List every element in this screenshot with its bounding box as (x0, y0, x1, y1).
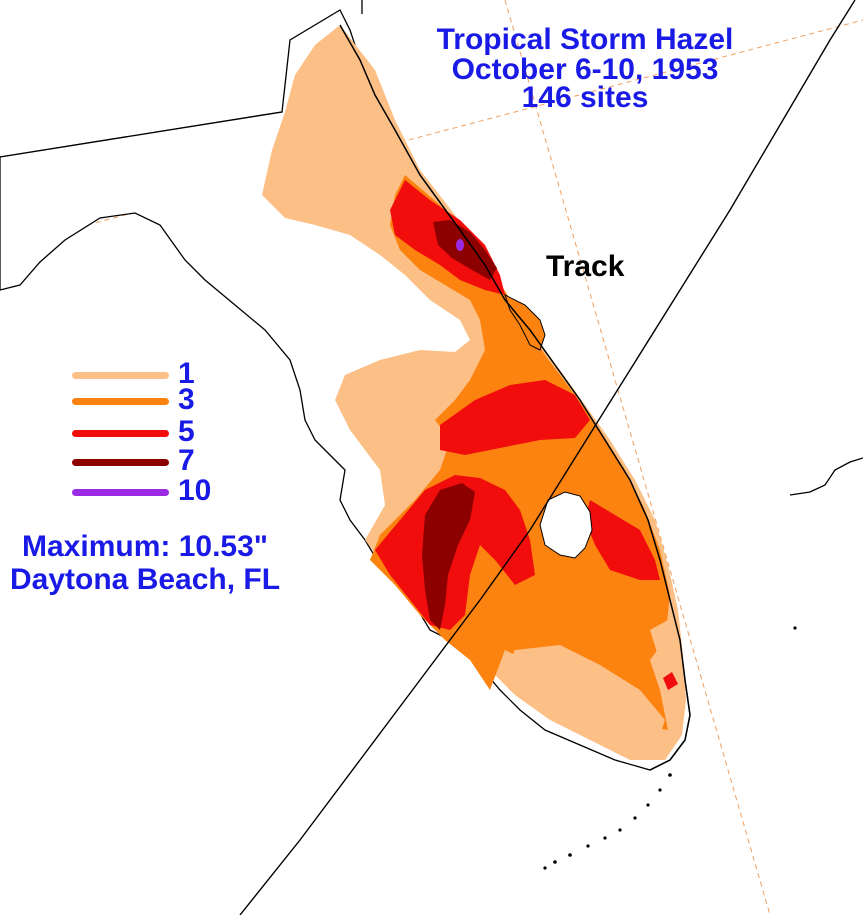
contour-5in-spot (663, 672, 678, 690)
contour-1in-south (505, 645, 665, 735)
legend-value-5: 5 (178, 415, 195, 448)
lake-okeechobee (539, 491, 593, 559)
contour-1in-east (650, 620, 675, 662)
florida-keys (543, 626, 797, 870)
legend-value-3: 3 (178, 383, 195, 416)
bahamas-island (789, 457, 863, 496)
track-label: Track (546, 250, 625, 283)
legend-value-7: 7 (178, 444, 195, 477)
map-dates: October 6-10, 1953 (451, 53, 719, 86)
legend-swatch-5 (72, 430, 169, 437)
map-title: Tropical Storm Hazel (436, 23, 734, 56)
legend-swatch-7 (72, 459, 169, 466)
contour-5in-east (585, 500, 660, 580)
legend-swatch-1 (72, 372, 169, 379)
legend-swatch-3 (72, 398, 169, 405)
contour-10in (456, 239, 464, 251)
legend-swatch-10 (72, 489, 169, 496)
legend-value-1: 1 (178, 357, 195, 390)
contour-7in-north (433, 220, 497, 280)
map-sites-count: 146 sites (521, 81, 649, 114)
maximum-location: Daytona Beach, FL (10, 563, 281, 596)
contour-7in-west (422, 483, 475, 630)
legend-value-10: 10 (178, 474, 212, 507)
storm-track (239, 0, 856, 915)
coastline (339, 24, 691, 771)
contour-5in-central (440, 380, 590, 455)
maximum-value: Maximum: 10.53" (22, 530, 268, 563)
